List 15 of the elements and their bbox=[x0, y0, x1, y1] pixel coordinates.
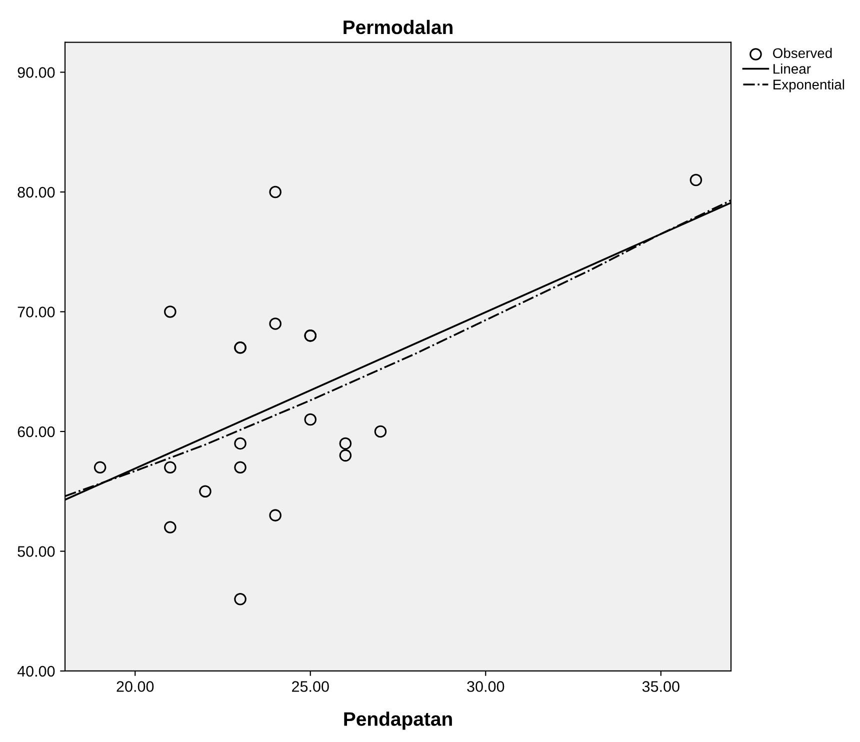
y-tick-label: 80.00 bbox=[18, 186, 55, 198]
y-tick-label: 40.00 bbox=[17, 666, 55, 677]
x-tick-label: 25.00 bbox=[292, 681, 329, 692]
x-axis-title: Pendapatan bbox=[344, 712, 452, 730]
chart-title: Permodalan bbox=[344, 20, 452, 34]
y-tick-label: 50.00 bbox=[18, 546, 55, 557]
y-tick-label: 60.00 bbox=[18, 426, 55, 438]
y-tick-label: 90.00 bbox=[18, 67, 55, 78]
legend-label: Exponential bbox=[774, 79, 844, 92]
x-tick-label: 35.00 bbox=[642, 681, 680, 692]
legend-label: Linear bbox=[774, 64, 811, 74]
legend-label: Observed bbox=[773, 48, 832, 58]
y-tick-label: 70.00 bbox=[18, 306, 55, 318]
x-tick-label: 20.00 bbox=[116, 681, 154, 692]
x-tick-label: 30.00 bbox=[467, 681, 504, 692]
